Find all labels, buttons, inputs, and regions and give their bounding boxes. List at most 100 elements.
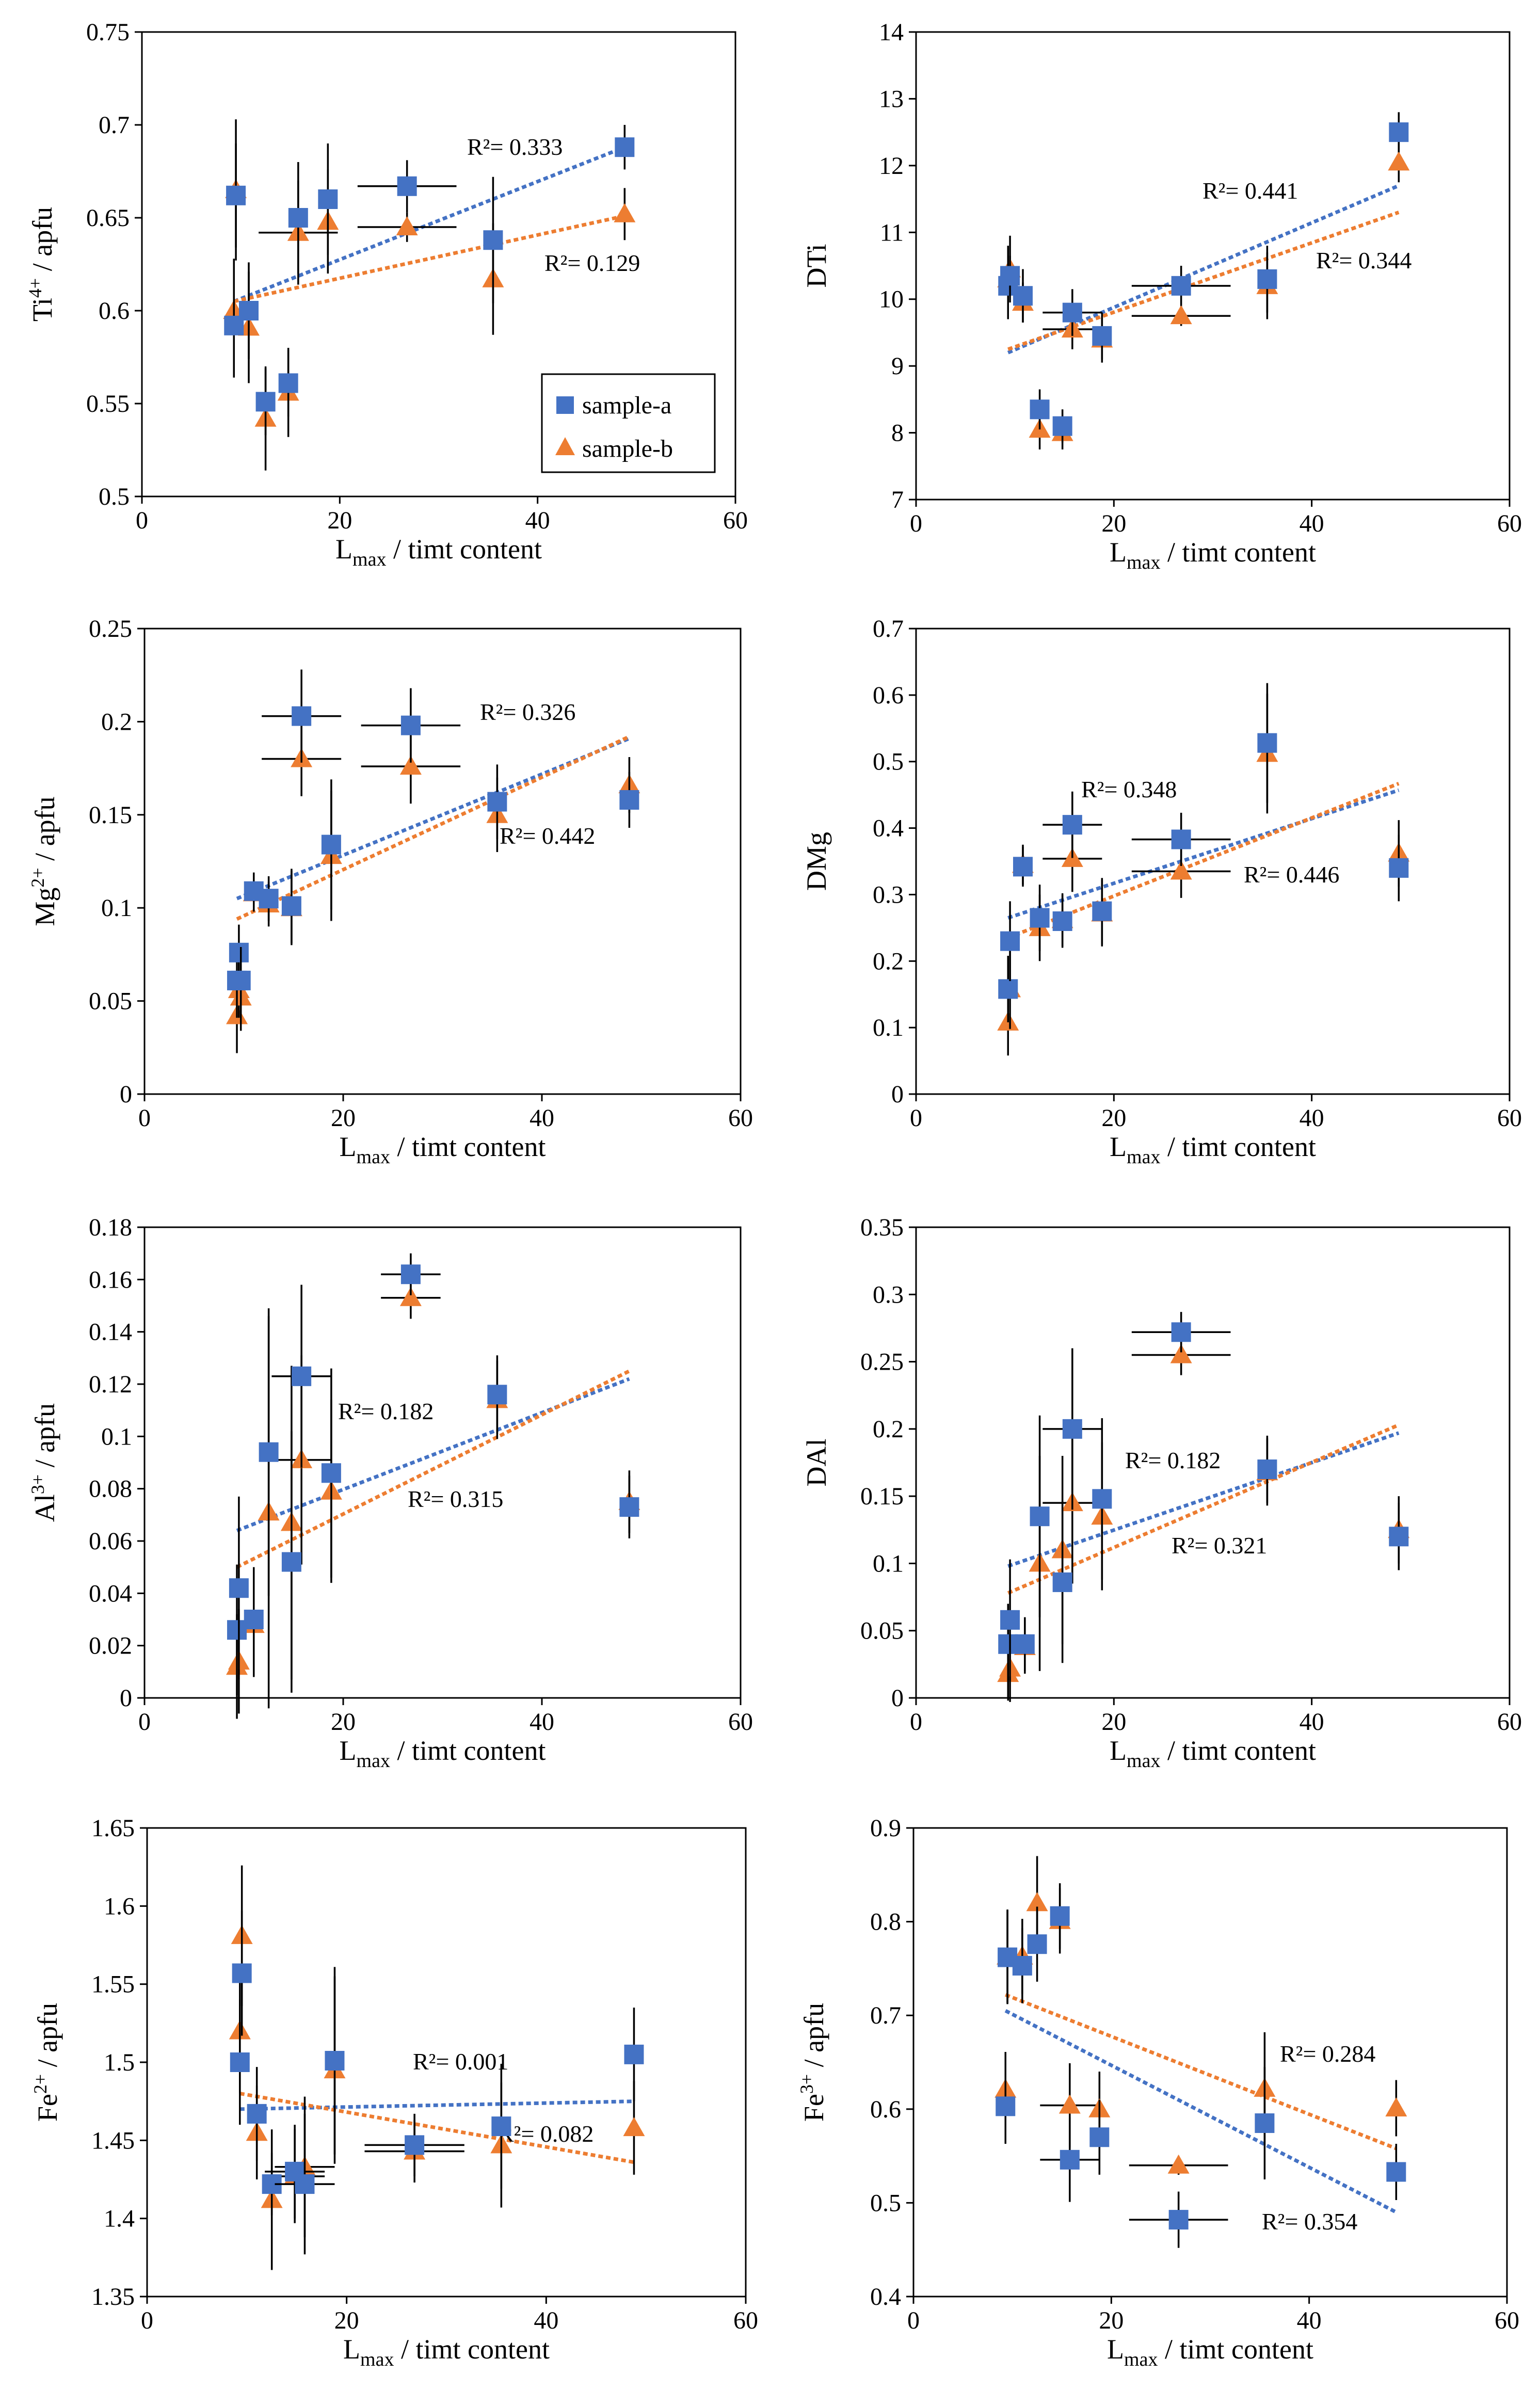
x-axis-title-sub: max [352,549,386,570]
point-sample-a [1062,1419,1082,1439]
point-sample-a [615,137,635,157]
x-tick-label: 40 [525,507,550,534]
point-sample-a [405,2135,425,2155]
r2-label-sample-a: R²= 0.348 [1081,776,1177,803]
y-axis-title-sup: 3+ [796,2074,817,2094]
y-axis-title-rest: / apfu [798,2003,829,2074]
x-axis-title: Lmax / timt content [1110,1131,1316,1168]
y-tick-label: 0.7 [870,2002,901,2029]
point-sample-a [229,1578,249,1598]
y-axis-title-main: Mg [29,888,60,926]
point-sample-a [239,301,259,320]
y-tick-label: 0.5 [99,483,130,510]
x-tick-label: 60 [733,2307,758,2334]
y-tick-label: 0.15 [89,801,132,829]
x-axis-title-main: L [1107,2334,1124,2365]
plot-frame [143,628,742,1095]
x-tick-label: 60 [1497,1104,1522,1132]
x-axis-title-sub: max [1124,2349,1158,2370]
point-sample-a [1012,1955,1032,1976]
x-tick-label: 0 [910,1104,922,1132]
point-sample-a [400,715,421,735]
x-tick-label: 60 [1495,2307,1519,2334]
x-tick-label: 60 [723,507,748,534]
r2-label-sample-b: R²= 0.344 [1316,247,1411,274]
r2-label-sample-a: R²= 0.333 [467,134,563,160]
point-sample-a [1062,302,1082,323]
x-tick-label: 60 [1497,510,1522,537]
x-tick-label: 60 [728,1104,753,1132]
y-tick-label: 1.6 [104,1892,135,1920]
x-axis-title-main: L [340,1735,357,1766]
x-axis-title-rest: / timt content [1160,1735,1316,1766]
chart-panel-3: 0 20 40 60 0 0.05 0.1 0.15 0.2 0.25 Lmax / timt co… [27,615,753,1168]
y-tick-label: 0.7 [873,615,904,643]
point-sample-a [1386,2162,1406,2182]
y-axis-title-rest: / apfu [32,2003,63,2074]
x-tick-label: 60 [1497,1708,1522,1736]
plot-frame [141,31,736,498]
point-sample-a [397,176,417,196]
y-tick-label: 0.2 [873,948,904,975]
r2-label-sample-b: R²= 0.082 [498,2121,593,2147]
y-tick-label: 0.14 [89,1319,132,1346]
x-tick-label: 20 [334,2307,359,2334]
point-sample-b [1058,2094,1081,2114]
r2-label-sample-b: R²= 0.129 [544,250,640,276]
point-sample-a [1092,1489,1112,1509]
chart-panel-6: 0 20 40 60 0 0.05 0.1 0.15 0.2 0.25 0.3 0.35 Lmax / … [801,1214,1522,1772]
x-axis-title-sub: max [357,1750,390,1772]
trendline-sample-b [233,214,625,303]
point-sample-b [1170,305,1192,325]
trendline-sample-b [239,2092,635,2164]
r2-label-sample-a: R²= 0.182 [1125,1447,1221,1473]
x-tick-label: 40 [1300,1708,1324,1736]
point-sample-a [619,790,639,810]
trendline-sample-a [236,736,630,901]
x-tick-label: 0 [141,2307,153,2334]
x-axis-title-sub: max [1127,1146,1160,1168]
x-tick-label: 20 [331,1708,356,1736]
point-sample-a [231,970,251,990]
point-sample-a [1168,2210,1189,2230]
point-sample-a [1000,266,1020,286]
y-tick-label: 0.2 [101,708,132,735]
point-sample-a [1052,416,1072,436]
y-axis-title: Fe3+ / apfu [796,2003,829,2122]
x-tick-label: 40 [530,1104,554,1132]
point-sample-a [998,1634,1018,1654]
y-tick-label: 1.5 [104,2049,135,2076]
point-sample-a [1015,1634,1035,1654]
y-tick-label: 1.35 [91,2283,135,2310]
x-axis-title-main: L [1110,1735,1127,1766]
trendline-sample-b [1007,211,1400,351]
x-axis-title: Lmax / timt content [1110,537,1316,573]
chart-panel-2: 0 20 40 60 7 8 9 10 11 12 13 14 Lmax / timt content D… [801,19,1522,573]
point-sample-b [1170,860,1192,880]
point-sample-a [1027,1934,1047,1954]
point-sample-a [292,706,312,726]
point-sample-a [259,1442,279,1462]
x-tick-label: 40 [1297,2307,1322,2334]
y-axis-title-main: Al [29,1494,60,1522]
y-axis-title: DAl [801,1439,832,1487]
x-axis-title: Lmax / timt content [335,534,542,570]
y-tick-label: 0.35 [860,1214,904,1241]
point-sample-a [491,2116,511,2137]
x-tick-label: 0 [138,1104,151,1132]
y-axis-title-main: Fe [32,2094,63,2122]
point-sample-a [232,1963,252,1983]
y-axis-title-main: DMg [801,832,832,891]
point-sample-a [1389,1527,1409,1547]
y-axis-title-main: DAl [801,1439,832,1487]
point-sample-a [400,1264,421,1285]
point-sample-a [1050,1906,1070,1926]
chart-panel-1: 0 20 40 60 0.5 0.55 0.6 0.65 0.7 0.75 Lmax / timt … [25,19,748,570]
point-sample-a [1000,1610,1020,1630]
y-tick-label: 14 [879,19,904,46]
x-axis-title-rest: / timt content [386,534,541,565]
point-sample-a [281,896,301,916]
legend: sample-a sample-b [541,373,716,473]
point-sample-b [614,203,636,222]
y-axis-title: Ti4+ / apfu [25,207,58,322]
